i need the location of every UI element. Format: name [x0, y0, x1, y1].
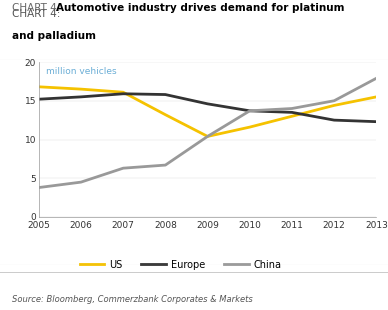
- Legend: US, Europe, China: US, Europe, China: [76, 256, 286, 274]
- Text: and palladium: and palladium: [12, 31, 95, 41]
- Text: CHART 4:: CHART 4:: [12, 9, 63, 19]
- Text: CHART 4:: CHART 4:: [12, 9, 63, 19]
- Text: Automotive industry drives demand for platinum: Automotive industry drives demand for pl…: [56, 3, 345, 13]
- Text: Source: Bloomberg, Commerzbank Corporates & Markets: Source: Bloomberg, Commerzbank Corporate…: [12, 295, 252, 304]
- Text: million vehicles: million vehicles: [45, 67, 116, 76]
- Text: CHART 4:: CHART 4:: [12, 3, 63, 13]
